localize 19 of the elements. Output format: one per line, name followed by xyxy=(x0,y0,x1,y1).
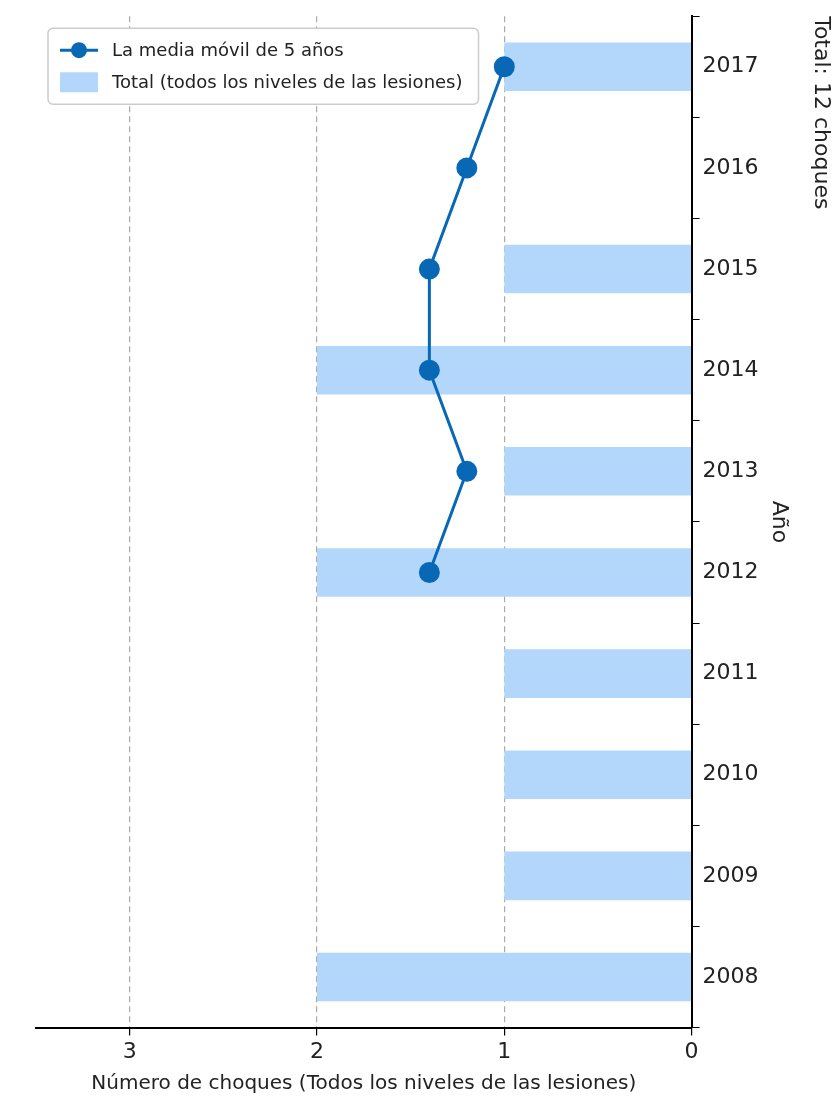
y-axis-title: Año xyxy=(768,500,794,544)
y-tick-label: 2012 xyxy=(702,558,759,584)
legend-label: La media móvil de 5 años xyxy=(112,38,344,60)
x-tick-label: 3 xyxy=(122,1037,137,1063)
y-tick-label: 2016 xyxy=(702,153,759,179)
y-tick-label: 2008 xyxy=(702,962,759,988)
y-tick-label: 2009 xyxy=(702,861,759,887)
y-tick-label: 2014 xyxy=(702,355,759,381)
y-tick-label: 2015 xyxy=(702,254,759,280)
y-tick-label: 2017 xyxy=(702,52,759,78)
x-tick-label: 2 xyxy=(309,1037,324,1063)
x-axis-title: Número de choques (Todos los niveles de las lesiones) xyxy=(91,1070,637,1095)
y-tick-label: 2010 xyxy=(702,760,759,786)
legend-label: Total (todos los niveles de las lesiones) xyxy=(111,70,463,92)
text: Total: 12 choques xyxy=(810,15,836,210)
x-tick-label: 0 xyxy=(684,1037,699,1063)
x-tick-label: 1 xyxy=(497,1037,512,1063)
y-tick-label: 2013 xyxy=(702,457,759,483)
y-tick-label: 2011 xyxy=(702,659,759,685)
